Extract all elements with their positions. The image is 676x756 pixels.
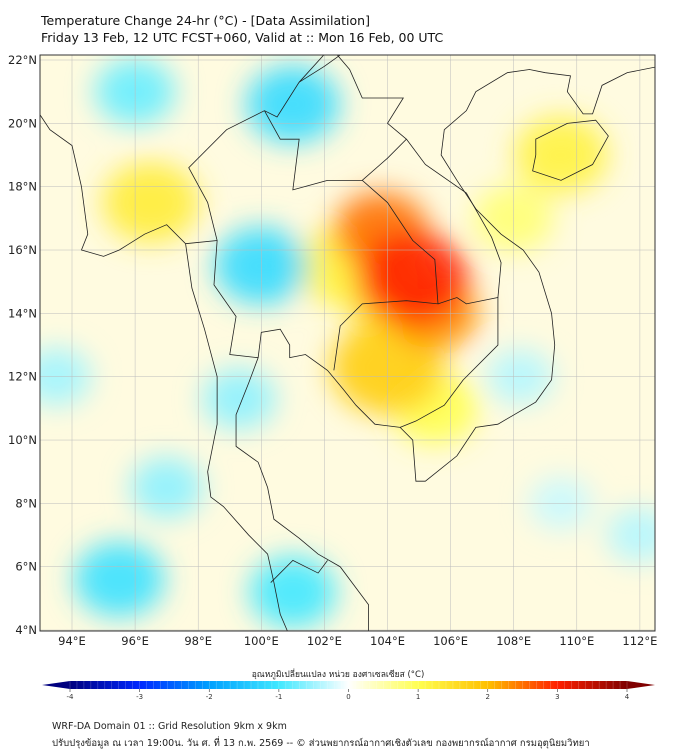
colorbar-min-extend	[42, 681, 70, 689]
anomaly-blob	[246, 65, 340, 144]
lon-tick-label: 110°E	[559, 634, 594, 648]
colorbar-max-extend	[627, 681, 655, 689]
map-frame	[39, 54, 656, 632]
colorbar-tick-label: 0	[346, 693, 350, 701]
coastline-segment	[40, 114, 288, 631]
footer-credit: ปรับปรุงข้อมูล ณ เวลา 19:00น. วัน ศ. ที่…	[52, 738, 590, 749]
colorbar-tick-label: 4	[625, 693, 630, 701]
lat-tick-label: 14°N	[8, 306, 37, 320]
lon-tick-label: 102°E	[307, 634, 342, 648]
lat-tick-label: 18°N	[8, 180, 37, 194]
lat-tick-label: 10°N	[8, 433, 37, 447]
anomaly-field	[40, 58, 655, 629]
colorbar-label: อุณหภูมิเปลี่ยนแปลง หน่วย องศาเซลเซียส (…	[251, 670, 425, 680]
colorbar-tick-label: -4	[67, 693, 75, 701]
coastline-segment	[406, 138, 502, 298]
lon-tick-label: 94°E	[58, 634, 86, 648]
coastline-segment	[532, 119, 609, 181]
lat-tick-label: 12°N	[8, 370, 37, 384]
lat-tick-label: 22°N	[8, 53, 37, 67]
colorbar-tick-label: 3	[555, 693, 559, 701]
lon-tick-label: 98°E	[184, 634, 212, 648]
gridlines	[40, 55, 655, 631]
colorbar-tick-label: -3	[136, 693, 143, 701]
coastline-segment	[270, 559, 328, 583]
map-subtitle: Friday 13 Feb, 12 UTC FCST+060, Valid at…	[41, 30, 444, 45]
lat-tick-label: 8°N	[15, 496, 37, 510]
coastline-segment	[399, 297, 499, 428]
anomaly-blob	[74, 541, 165, 617]
anomaly-blob	[202, 368, 276, 430]
colorbar-gradient	[70, 681, 627, 689]
coastline-segment	[264, 110, 439, 371]
lon-tick-label: 106°E	[433, 634, 468, 648]
anomaly-blob	[514, 116, 608, 194]
coastline-segment	[235, 66, 655, 631]
colorbar-tick-label: -1	[275, 693, 282, 701]
anomaly-blob	[130, 457, 204, 518]
lat-tick-label: 16°N	[8, 243, 37, 257]
longitude-labels: 94°E 96°E 98°E 100°E 102°E 104°E 106°E 108°E 110…	[58, 634, 657, 648]
coastline-segment	[298, 55, 341, 83]
lat-tick-label: 4°N	[15, 623, 37, 637]
coastline-segment	[213, 240, 259, 359]
latitude-labels: 22°N 20°N 18°N 16°N 14°N 12°N 10°N 8°N 6°N 4°N	[8, 53, 37, 637]
coastlines	[40, 55, 655, 631]
colorbar: -4 -3 -2 -1 0 1 2 3 4	[42, 681, 655, 701]
lon-tick-label: 96°E	[121, 634, 149, 648]
lon-tick-label: 112°E	[622, 634, 657, 648]
lat-tick-label: 6°N	[15, 560, 37, 574]
lat-tick-label: 20°N	[8, 116, 37, 130]
coastline-segment	[185, 55, 325, 245]
footer-model-info: WRF-DA Domain 01 :: Grid Resolution 9km …	[52, 721, 287, 732]
coastline-segment	[336, 55, 408, 181]
lon-tick-label: 104°E	[370, 634, 405, 648]
colorbar-tick-label: 1	[416, 693, 420, 701]
colorbar-tick-label: -2	[206, 693, 213, 701]
temperature-change-map: 22°N 20°N 18°N 16°N 14°N 12°N 10°N 8°N 6°N 4°N 94…	[8, 53, 657, 701]
anomaly-blob	[102, 162, 200, 243]
anomaly-blob	[606, 507, 655, 563]
anomaly-blob	[249, 556, 337, 629]
lon-tick-label: 100°E	[244, 634, 279, 648]
colorbar-tick-label: 2	[486, 693, 490, 701]
map-title: Temperature Change 24-hr (°C) - [Data As…	[41, 13, 370, 28]
anomaly-blob	[357, 232, 468, 325]
lon-tick-label: 108°E	[496, 634, 531, 648]
